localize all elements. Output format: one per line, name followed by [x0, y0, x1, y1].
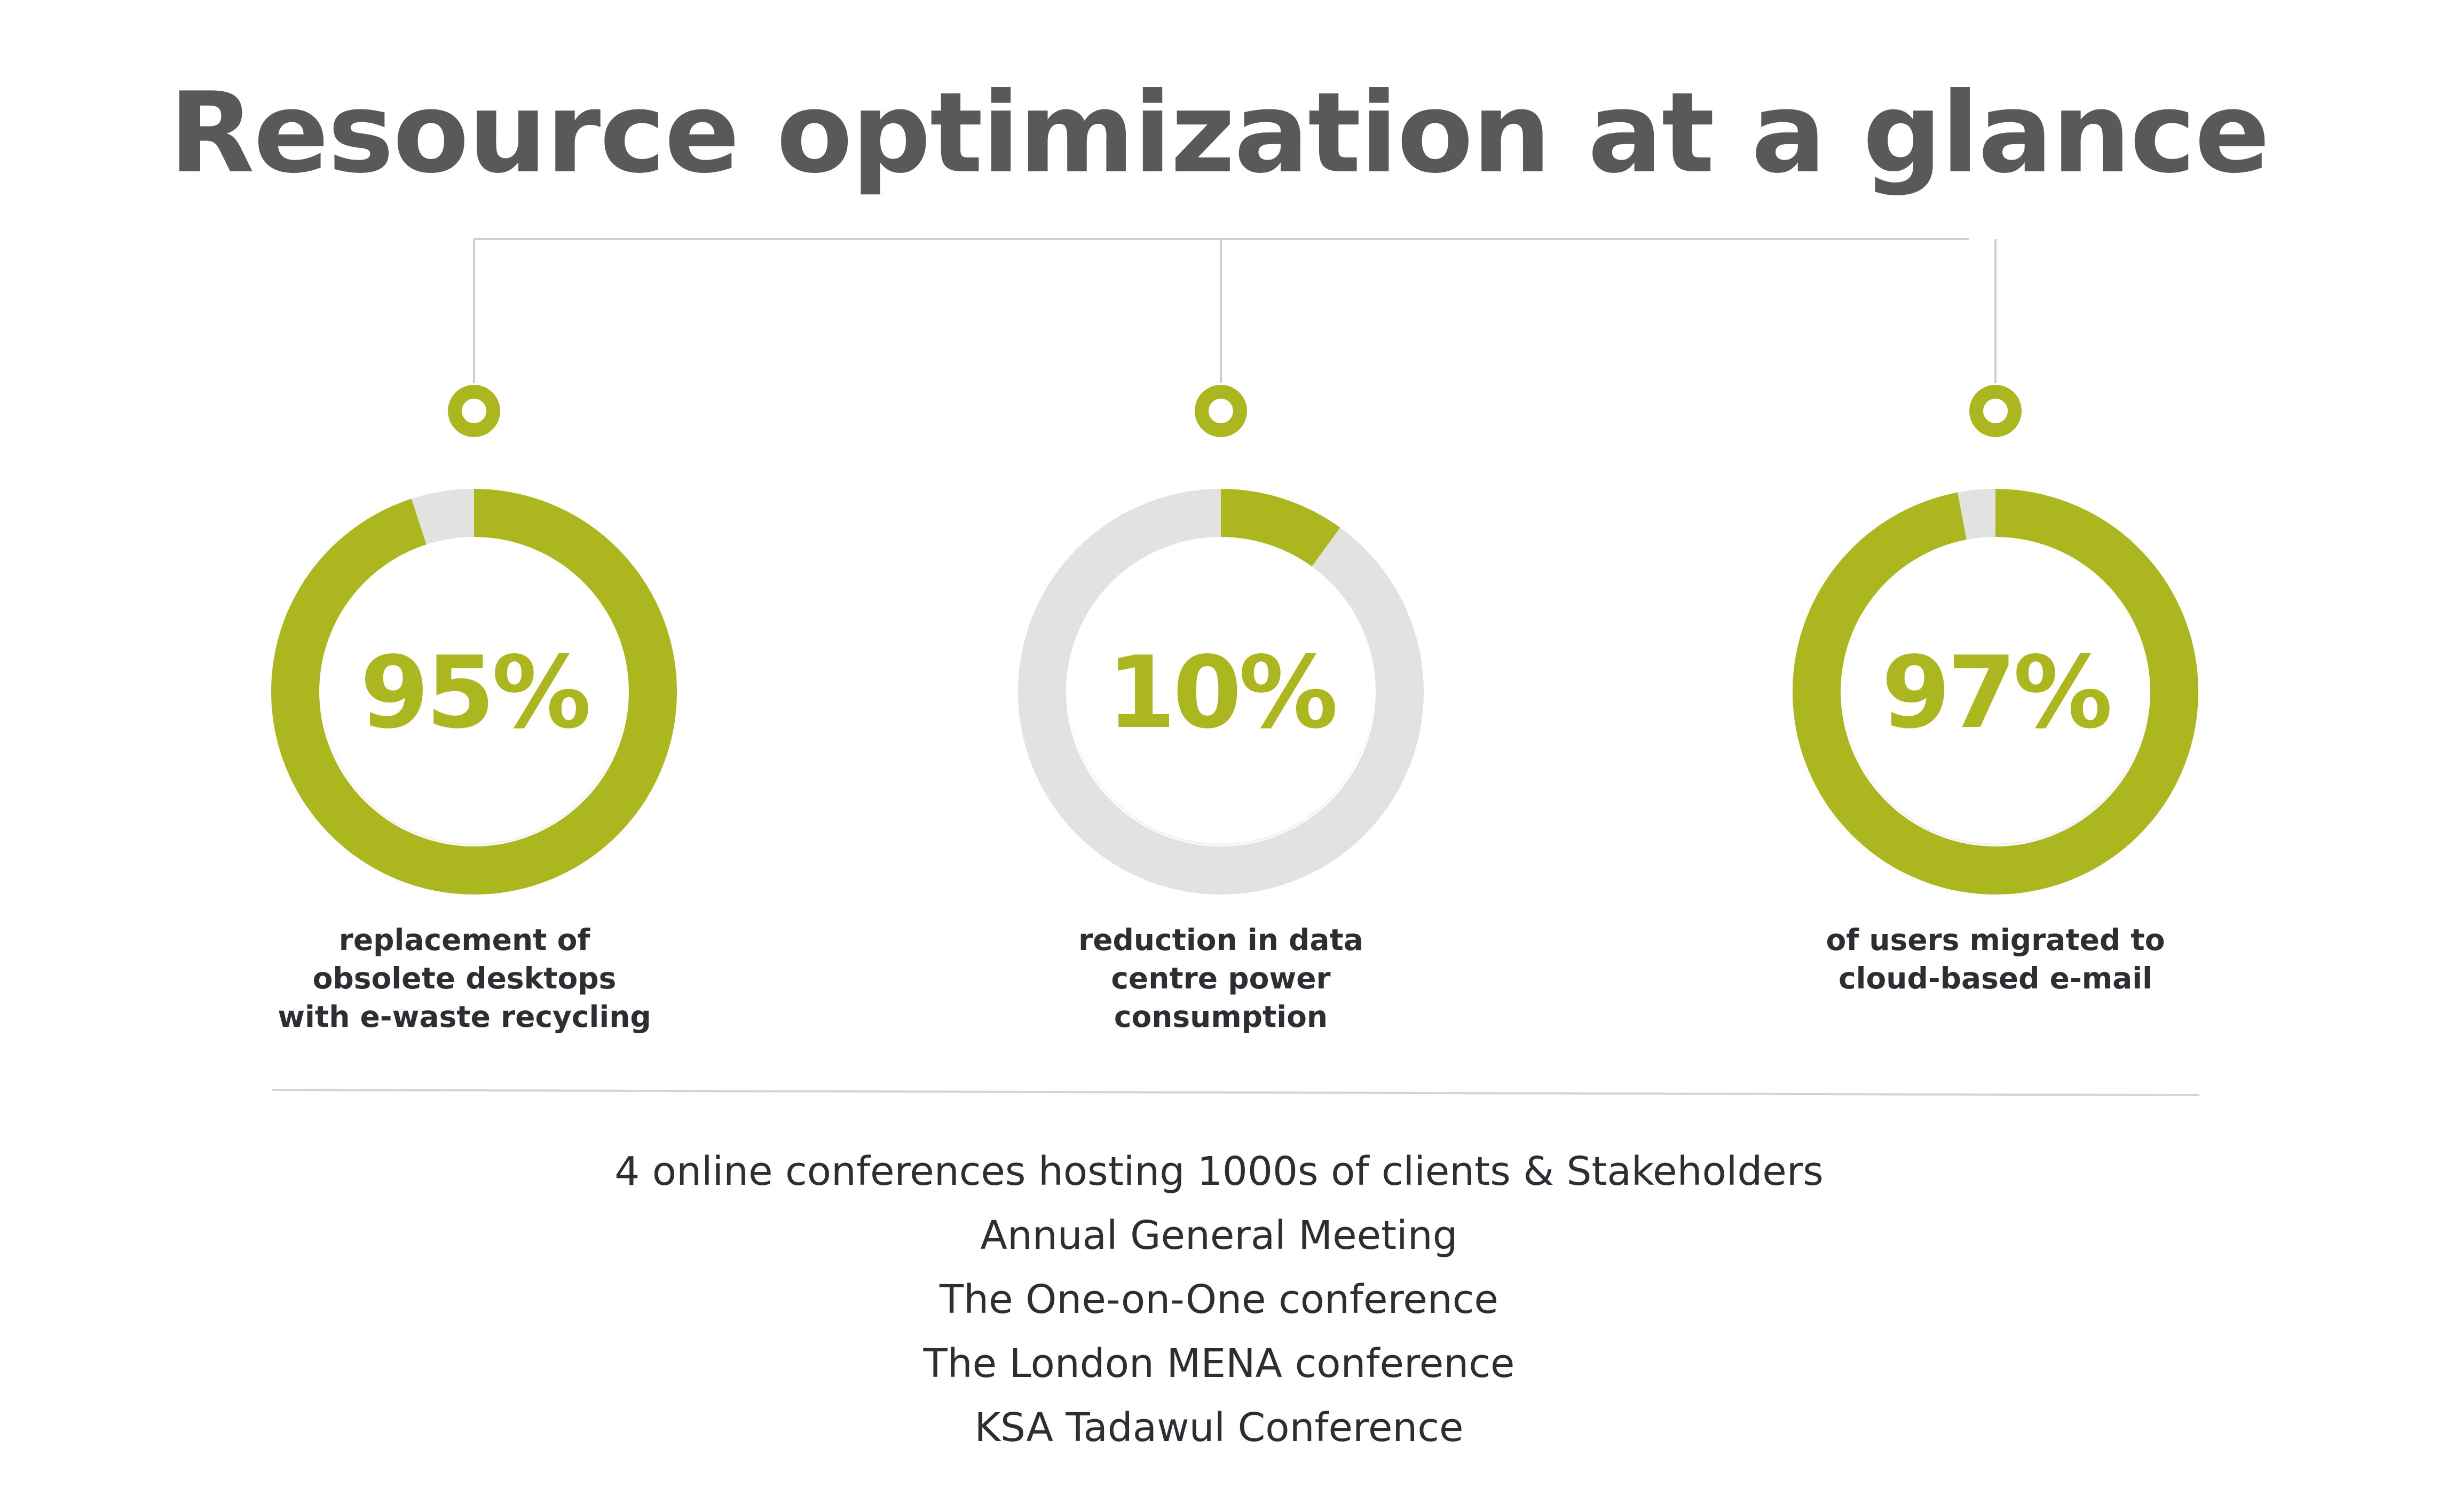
donut-value-arc: [271, 489, 677, 894]
donut-centers: 95% 10% 97%: [322, 540, 2148, 845]
donut-value-label: 97%: [1881, 635, 2110, 750]
donut-value-arc: [1018, 489, 1424, 894]
event-item: KSA Tadawul Conference: [974, 1405, 1464, 1451]
donut-inner: [1069, 540, 1373, 844]
events-headline: 4 online conferences hosting 1000s of cl…: [614, 1149, 1824, 1194]
node-marker-icon: [1195, 385, 1247, 437]
donut-group: [271, 489, 2198, 894]
event-item: The London MENA conference: [923, 1341, 1515, 1387]
donut-value-arc: [1793, 489, 2198, 894]
donut-value-label: 10%: [1107, 635, 1335, 750]
event-item: Annual General Meeting: [980, 1213, 1458, 1258]
donut-inner: [322, 540, 626, 844]
connector-lines: [473, 238, 1997, 383]
node-marker-icon: [1969, 385, 2022, 437]
page-title: Resource optimization at a glance: [169, 69, 2270, 198]
description-3: of users migrated to cloud-based e-mail: [1826, 923, 2165, 995]
event-item: The One-on-One conference: [940, 1277, 1498, 1323]
description-1: replacement of obsolete desktops with e-…: [278, 923, 651, 1034]
donut-value-label: 95%: [360, 635, 588, 750]
node-marker-icon: [448, 385, 500, 437]
section-divider: [272, 1089, 2200, 1096]
donut-inner: [1843, 540, 2148, 844]
node-markers: [448, 385, 2022, 437]
events-list: 4 online conferences hosting 1000s of cl…: [0, 1139, 2438, 1460]
description-2: reduction in data centre power consumpti…: [1078, 923, 1363, 1034]
